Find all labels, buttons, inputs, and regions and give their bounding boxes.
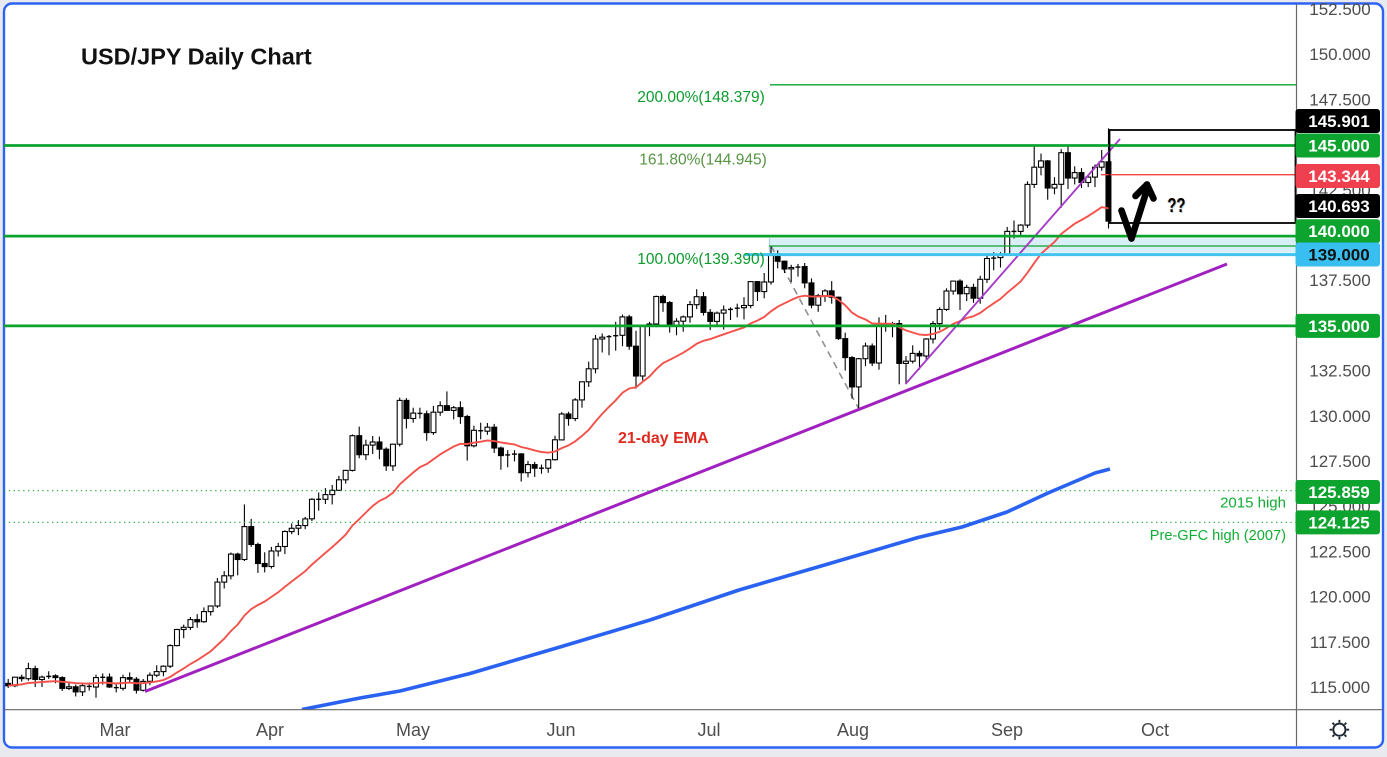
svg-text:130.000: 130.000 [1309,407,1370,426]
svg-text:2015 high: 2015 high [1220,495,1286,512]
svg-text:161.80%(144.945): 161.80%(144.945) [639,152,767,169]
svg-text:Mar: Mar [100,720,131,740]
svg-text:??: ?? [1168,195,1186,217]
svg-text:152.500: 152.500 [1309,0,1370,19]
svg-text:143.344: 143.344 [1308,167,1370,186]
svg-text:127.500: 127.500 [1309,452,1370,471]
svg-text:145.000: 145.000 [1308,137,1369,156]
svg-text:124.125: 124.125 [1308,513,1369,532]
svg-text:115.000: 115.000 [1310,678,1370,697]
svg-text:USD/JPY Daily Chart: USD/JPY Daily Chart [81,44,312,70]
svg-text:147.500: 147.500 [1309,90,1370,109]
svg-text:122.500: 122.500 [1309,542,1370,561]
svg-text:145.901: 145.901 [1308,112,1369,131]
svg-text:139.000: 139.000 [1308,246,1369,265]
svg-text:135.000: 135.000 [1308,317,1369,336]
svg-text:Apr: Apr [256,720,284,740]
svg-text:100.00%(139.390): 100.00%(139.390) [637,251,765,268]
svg-text:Jul: Jul [697,720,720,740]
svg-text:120.000: 120.000 [1309,588,1370,607]
svg-text:200.00%(148.379): 200.00%(148.379) [637,89,765,106]
svg-text:Jun: Jun [546,720,575,740]
svg-text:150.000: 150.000 [1309,45,1370,64]
svg-text:Oct: Oct [1141,720,1169,740]
svg-text:140.693: 140.693 [1308,197,1369,216]
svg-text:Sep: Sep [991,720,1023,740]
svg-text:Pre-GFC high (2007): Pre-GFC high (2007) [1150,528,1286,544]
svg-text:May: May [396,720,430,740]
svg-text:125.859: 125.859 [1308,483,1369,502]
svg-text:140.000: 140.000 [1308,222,1369,241]
svg-text:117.500: 117.500 [1310,633,1370,652]
svg-text:132.500: 132.500 [1309,362,1370,381]
svg-text:21-day EMA: 21-day EMA [618,430,709,447]
svg-text:Aug: Aug [837,720,869,740]
svg-text:137.500: 137.500 [1309,271,1370,290]
